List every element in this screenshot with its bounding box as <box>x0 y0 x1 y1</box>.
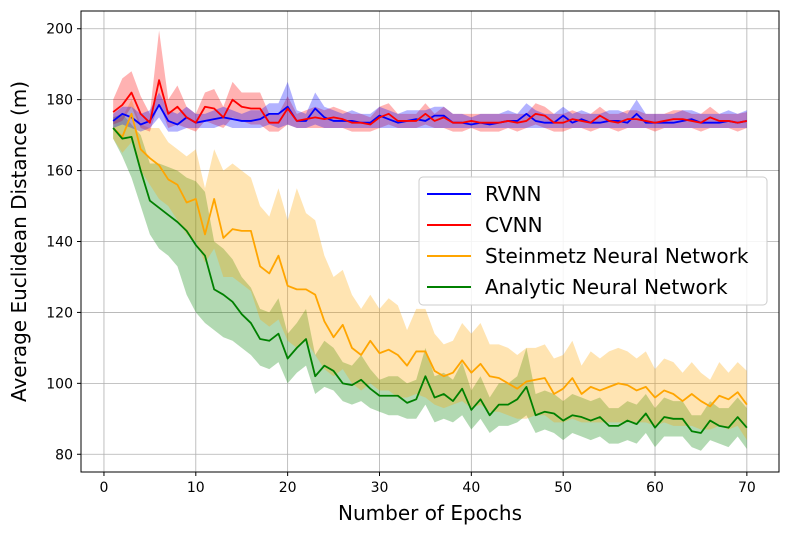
x-tick-label: 50 <box>554 480 572 496</box>
band-steinmetz-neural-network <box>113 99 747 441</box>
x-tick-label: 30 <box>371 480 389 496</box>
x-axis-ticks: 0 10 20 30 40 50 60 70 <box>99 472 756 496</box>
x-tick-label: 70 <box>738 480 756 496</box>
y-tick-label: 120 <box>46 305 73 321</box>
band-rvnn <box>113 81 747 132</box>
x-tick-label: 10 <box>187 480 205 496</box>
y-tick-label: 100 <box>46 376 73 392</box>
y-tick-label: 80 <box>55 447 73 463</box>
legend-label: CVNN <box>485 213 543 237</box>
legend: RVNN CVNN Steinmetz Neural Network Analytic… <box>418 176 768 306</box>
y-axis-label: Average Euclidean Distance (m) <box>7 81 31 402</box>
y-tick-label: 200 <box>46 22 73 38</box>
y-tick-label: 140 <box>46 235 73 251</box>
line-analytic-neural-network <box>112 127 748 434</box>
x-tick-label: 20 <box>279 480 297 496</box>
y-axis-ticks: 80 100 120 140 160 180 200 <box>46 22 81 463</box>
series-lines <box>112 79 748 434</box>
x-tick-label: 0 <box>99 480 108 496</box>
band-analytic-neural-network <box>113 113 747 451</box>
grid <box>81 11 779 472</box>
line-cvnn <box>112 79 748 126</box>
legend-box <box>418 176 768 306</box>
x-axis-label: Number of Epochs <box>338 501 522 525</box>
legend-label: Analytic Neural Network <box>485 275 728 299</box>
x-tick-label: 60 <box>646 480 664 496</box>
x-tick-label: 40 <box>462 480 480 496</box>
legend-label: Steinmetz Neural Network <box>485 244 749 268</box>
line-steinmetz-neural-network <box>112 112 748 408</box>
y-tick-label: 160 <box>46 164 73 180</box>
legend-label: RVNN <box>485 182 541 206</box>
y-tick-label: 180 <box>46 93 73 109</box>
